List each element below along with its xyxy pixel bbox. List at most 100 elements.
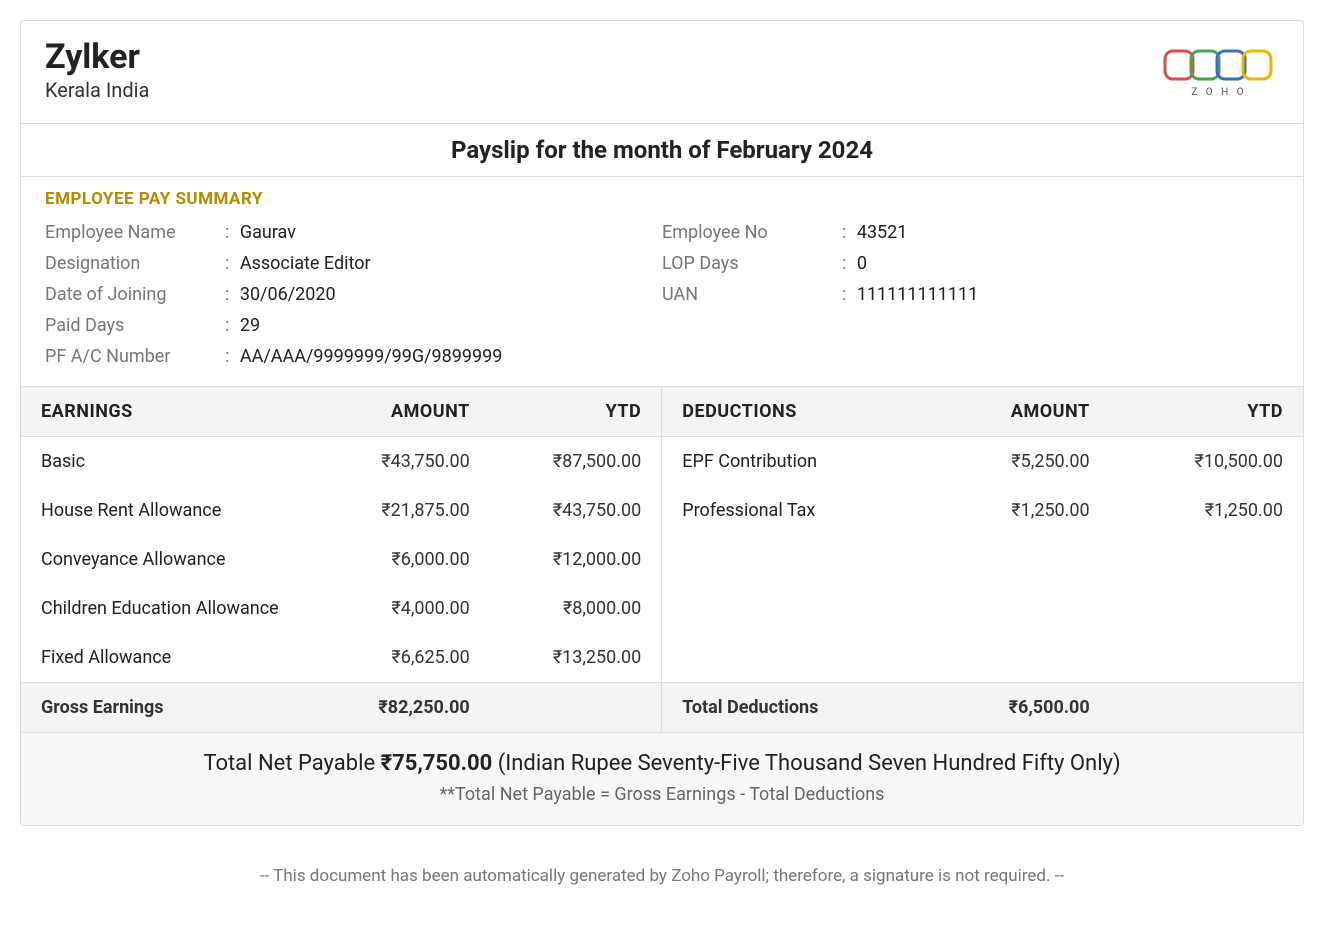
- summary-label: Employee Name: [45, 222, 225, 243]
- summary-label: LOP Days: [662, 253, 842, 274]
- summary-value: 43521: [842, 222, 907, 243]
- summary-row: UAN111111111111: [662, 279, 1279, 310]
- summary-value: Gaurav: [225, 222, 296, 243]
- net-prefix: Total Net Payable: [203, 751, 380, 776]
- row-label: [662, 633, 927, 683]
- deductions-total-row: Total Deductions ₹6,500.00: [662, 683, 1303, 733]
- total-deductions-ytd: [1110, 683, 1303, 733]
- summary-row: Employee NameGaurav: [45, 217, 662, 248]
- summary-row: PF A/C NumberAA/AAA/9999999/99G/9899999: [45, 341, 662, 372]
- gross-earnings-amount: ₹82,250.00: [314, 683, 489, 733]
- footnote: -- This document has been automatically …: [20, 866, 1304, 886]
- earnings-table: EARNINGS AMOUNT YTD Basic₹43,750.00₹87,5…: [21, 387, 662, 732]
- summary-col-right: Employee No43521LOP Days0UAN111111111111: [662, 217, 1279, 372]
- deductions-header-name: DEDUCTIONS: [662, 387, 927, 437]
- row-ytd: ₹1,250.00: [1110, 486, 1303, 535]
- section-title-summary: EMPLOYEE PAY SUMMARY: [21, 177, 1303, 217]
- deductions-row: [662, 535, 1303, 584]
- zoho-logo-text: Z O H O: [1191, 87, 1246, 98]
- earnings-row: Conveyance Allowance₹6,000.00₹12,000.00: [21, 535, 662, 584]
- row-ytd: ₹43,750.00: [490, 486, 662, 535]
- earnings-header-ytd: YTD: [490, 387, 662, 437]
- gross-earnings-label: Gross Earnings: [21, 683, 314, 733]
- row-label: EPF Contribution: [662, 437, 927, 487]
- row-label: [662, 584, 927, 633]
- row-ytd: ₹87,500.00: [490, 437, 662, 487]
- row-amount: [927, 584, 1109, 633]
- earnings-total-row: Gross Earnings ₹82,250.00: [21, 683, 662, 733]
- row-amount: ₹6,000.00: [314, 535, 489, 584]
- deductions-row: [662, 584, 1303, 633]
- row-amount: ₹6,625.00: [314, 633, 489, 683]
- row-ytd: [1110, 633, 1303, 683]
- summary-row: Employee No43521: [662, 217, 1279, 248]
- deductions-row: Professional Tax₹1,250.00₹1,250.00: [662, 486, 1303, 535]
- earnings-row: Children Education Allowance₹4,000.00₹8,…: [21, 584, 662, 633]
- summary-value: Associate Editor: [225, 253, 371, 274]
- company-name: Zylker: [45, 39, 149, 76]
- payslip-title: Payslip for the month of February 2024: [21, 123, 1303, 177]
- summary-label: Paid Days: [45, 315, 225, 336]
- summary-row: Date of Joining30/06/2020: [45, 279, 662, 310]
- deductions-header-amount: AMOUNT: [927, 387, 1109, 437]
- row-label: Fixed Allowance: [21, 633, 314, 683]
- summary-col-left: Employee NameGauravDesignationAssociate …: [45, 217, 662, 372]
- row-ytd: ₹10,500.00: [1110, 437, 1303, 487]
- net-sub: **Total Net Payable = Gross Earnings - T…: [45, 784, 1279, 805]
- summary-value: 0: [842, 253, 867, 274]
- summary-label: Employee No: [662, 222, 842, 243]
- earnings-deductions-tables: EARNINGS AMOUNT YTD Basic₹43,750.00₹87,5…: [21, 386, 1303, 732]
- summary-value: 111111111111: [842, 284, 978, 305]
- header: Zylker Kerala India Z O H O: [21, 21, 1303, 123]
- earnings-row: House Rent Allowance₹21,875.00₹43,750.00: [21, 486, 662, 535]
- summary-value: AA/AAA/9999999/99G/9899999: [225, 346, 502, 367]
- company-block: Zylker Kerala India: [45, 39, 149, 102]
- summary-value: 30/06/2020: [225, 284, 336, 305]
- row-amount: ₹5,250.00: [927, 437, 1109, 487]
- summary-row: Paid Days29: [45, 310, 662, 341]
- earnings-header-name: EARNINGS: [21, 387, 314, 437]
- summary-row: DesignationAssociate Editor: [45, 248, 662, 279]
- net-words: (Indian Rupee Seventy-Five Thousand Seve…: [492, 751, 1120, 776]
- earnings-header-amount: AMOUNT: [314, 387, 489, 437]
- earnings-row: Basic₹43,750.00₹87,500.00: [21, 437, 662, 487]
- deductions-header-ytd: YTD: [1110, 387, 1303, 437]
- row-label: Basic: [21, 437, 314, 487]
- summary-label: Date of Joining: [45, 284, 225, 305]
- deductions-row: [662, 633, 1303, 683]
- deductions-row: EPF Contribution₹5,250.00₹10,500.00: [662, 437, 1303, 487]
- employee-summary: Employee NameGauravDesignationAssociate …: [21, 217, 1303, 386]
- earnings-row: Fixed Allowance₹6,625.00₹13,250.00: [21, 633, 662, 683]
- row-amount: ₹21,875.00: [314, 486, 489, 535]
- row-ytd: ₹12,000.00: [490, 535, 662, 584]
- company-location: Kerala India: [45, 78, 149, 102]
- summary-label: Designation: [45, 253, 225, 274]
- summary-value: 29: [225, 315, 260, 336]
- summary-label: UAN: [662, 284, 842, 305]
- row-amount: [927, 633, 1109, 683]
- row-ytd: [1110, 535, 1303, 584]
- row-label: [662, 535, 927, 584]
- payslip-document: Zylker Kerala India Z O H O Payslip for …: [20, 20, 1304, 826]
- net-amount: ₹75,750.00: [381, 751, 493, 776]
- row-amount: ₹4,000.00: [314, 584, 489, 633]
- row-ytd: [1110, 584, 1303, 633]
- row-amount: ₹1,250.00: [927, 486, 1109, 535]
- row-label: Professional Tax: [662, 486, 927, 535]
- row-label: House Rent Allowance: [21, 486, 314, 535]
- net-payable-line: Total Net Payable ₹75,750.00 (Indian Rup…: [45, 751, 1279, 776]
- row-amount: [927, 535, 1109, 584]
- summary-row: LOP Days0: [662, 248, 1279, 279]
- gross-earnings-ytd: [490, 683, 662, 733]
- row-ytd: ₹8,000.00: [490, 584, 662, 633]
- row-amount: ₹43,750.00: [314, 437, 489, 487]
- zoho-logo: Z O H O: [1159, 45, 1279, 105]
- total-deductions-label: Total Deductions: [662, 683, 927, 733]
- row-ytd: ₹13,250.00: [490, 633, 662, 683]
- row-label: Children Education Allowance: [21, 584, 314, 633]
- row-label: Conveyance Allowance: [21, 535, 314, 584]
- deductions-table: DEDUCTIONS AMOUNT YTD EPF Contribution₹5…: [662, 387, 1303, 732]
- net-payable-block: Total Net Payable ₹75,750.00 (Indian Rup…: [21, 732, 1303, 825]
- summary-label: PF A/C Number: [45, 346, 225, 367]
- zoho-logo-icon: Z O H O: [1159, 45, 1279, 101]
